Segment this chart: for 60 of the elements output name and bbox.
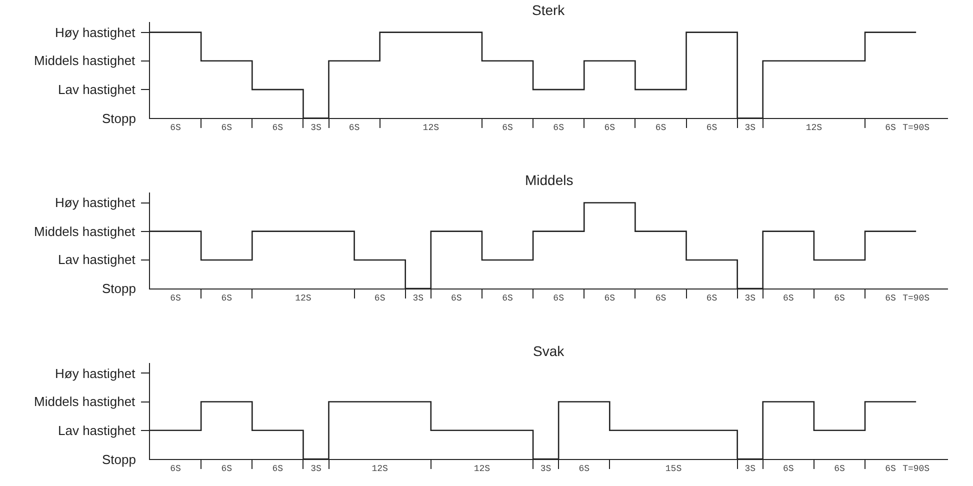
x-tick-label: 6S: [706, 293, 718, 304]
x-tick-label: 3S: [744, 293, 756, 304]
x-tick-label: 12S: [372, 464, 388, 474]
x-tick-label: 6S: [834, 464, 845, 474]
x-tick-label: 6S: [885, 122, 896, 133]
chart-title: Svak: [533, 343, 566, 359]
x-tick-label: T=90S: [902, 464, 930, 474]
x-tick-label: 6S: [655, 122, 666, 133]
x-tick-label: 6S: [272, 122, 284, 133]
x-tick-label: 6S: [604, 293, 616, 304]
x-tick-label: 12S: [806, 122, 822, 133]
x-tick-label: 6S: [502, 293, 513, 304]
text: Lav hastighet: [58, 82, 136, 97]
x-tick-label: 6S: [604, 122, 616, 133]
text: Lav hastighet: [58, 423, 136, 438]
x-tick-label: 6S: [170, 293, 181, 304]
x-tick-label: 6S: [170, 122, 181, 133]
x-tick-label: 3S: [310, 122, 322, 133]
x-tick-label: 3S: [540, 464, 552, 474]
text: Stopp: [102, 281, 136, 296]
text: Middels hastighet: [34, 53, 136, 68]
x-tick-label: 6S: [348, 122, 360, 133]
x-tick-label: 6S: [221, 464, 232, 474]
x-tick-label: 6S: [885, 293, 896, 304]
text: Lav hastighet: [58, 252, 136, 267]
x-tick-label: 6S: [782, 464, 794, 474]
x-tick-label: 3S: [412, 293, 424, 304]
text: Middels hastighet: [34, 224, 136, 239]
chart-title: Sterk: [532, 2, 566, 18]
x-tick-label: 6S: [374, 293, 386, 304]
x-tick-label: 6S: [272, 464, 284, 474]
x-tick-label: 12S: [295, 293, 312, 304]
x-tick-label: 6S: [655, 293, 666, 304]
x-tick-label: 6S: [221, 293, 232, 304]
x-tick-label: 6S: [170, 464, 181, 474]
x-tick-label: T=90S: [902, 122, 930, 133]
text: Høy hastighet: [55, 366, 136, 381]
x-tick-label: 6S: [502, 122, 513, 133]
x-tick-label: 6S: [553, 293, 564, 304]
x-tick-label: 6S: [451, 293, 462, 304]
x-tick-label: 12S: [474, 464, 490, 474]
x-tick-label: 6S: [221, 122, 232, 133]
x-tick-label: 3S: [310, 464, 322, 474]
chart-title: Middels: [525, 172, 574, 188]
text: Stopp: [102, 452, 136, 467]
x-tick-label: 6S: [885, 464, 896, 474]
text: Høy hastighet: [55, 25, 136, 40]
x-tick-label: 6S: [834, 293, 845, 304]
text: Middels hastighet: [34, 394, 136, 409]
x-tick-label: 3S: [744, 464, 756, 474]
x-tick-label: 6S: [706, 122, 718, 133]
x-tick-label: T=90S: [902, 293, 930, 304]
x-tick-label: 6S: [782, 293, 794, 304]
x-tick-label: 6S: [553, 122, 564, 133]
x-tick-label: 6S: [578, 464, 590, 474]
x-tick-label: 3S: [744, 122, 756, 133]
x-tick-label: 12S: [422, 122, 439, 133]
text: Høy hastighet: [55, 195, 136, 210]
text: Stopp: [102, 111, 136, 126]
x-tick-label: 15S: [665, 464, 682, 474]
